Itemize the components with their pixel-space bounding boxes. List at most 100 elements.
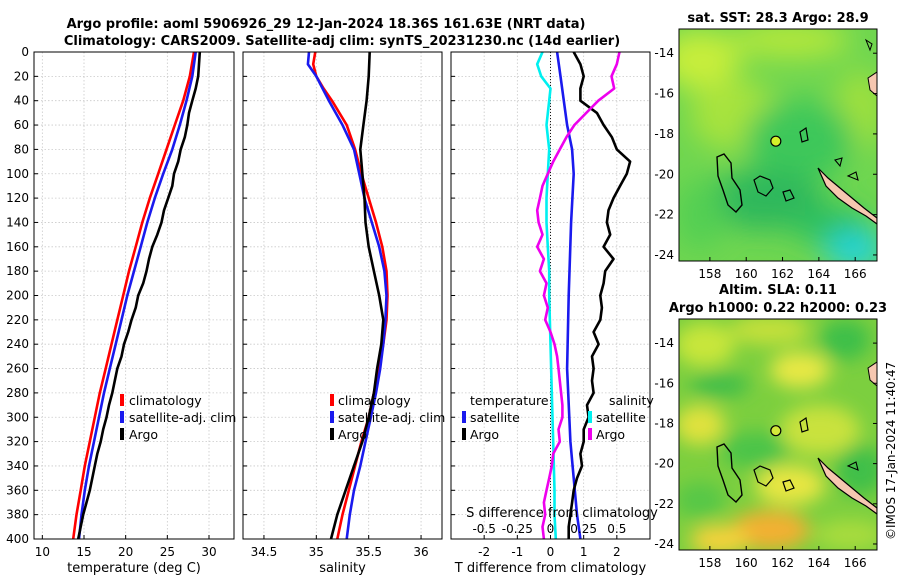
- map-x-tick-label: 166: [844, 267, 867, 281]
- legend-label-t-argo: Argo: [470, 427, 499, 442]
- y-tick-label: 240: [6, 337, 29, 351]
- map-y-tick-label: -16: [654, 87, 674, 101]
- x-tick-label: 10: [35, 545, 50, 559]
- plot-frame: [33, 51, 235, 540]
- x-tick-label: 34.5: [251, 545, 278, 559]
- s-difference-axis-label: S difference from climatology: [466, 506, 658, 521]
- x-tick-label: -2: [478, 545, 490, 559]
- coastline: [834, 157, 843, 168]
- legend-swatch-satellite: [330, 411, 334, 423]
- coastline: [782, 479, 795, 492]
- sla-map-frame: [678, 318, 878, 551]
- x-tick-label: 35: [309, 545, 324, 559]
- coastline: [799, 126, 809, 143]
- s-tick-label: -0.5: [472, 522, 495, 536]
- sst-color-blobs: [679, 29, 877, 261]
- map-y-tick-label: -22: [654, 208, 674, 222]
- x-tick-label: 35.5: [355, 545, 382, 559]
- figure-title-line1: Argo profile: aoml 5906926_29 12-Jan-202…: [67, 17, 586, 32]
- sst-map-frame: [678, 28, 878, 262]
- y-tick-label: 80: [14, 142, 29, 156]
- sla-map-axes: 158 160 162 164 166 -14 -16 -18 -20 -22 -24: [654, 336, 877, 570]
- argo-position-marker: [770, 135, 782, 147]
- salinity-legend: climatology satellite-adj. clim Argo: [330, 393, 445, 442]
- y-tick-label: 200: [6, 289, 29, 303]
- legend-label-satellite: satellite-adj. clim: [338, 410, 445, 425]
- coastline: [753, 175, 774, 197]
- y-tick-label: 220: [6, 313, 29, 327]
- sst-map-axes: 158 160 162 164 166 -14 -16 -18 -20 -22 -24: [654, 46, 877, 281]
- x-axis-label: T difference from climatology: [454, 561, 647, 576]
- map-y-tick-label: -22: [654, 497, 674, 511]
- difference-legend: temperature salinity satellite Argo sate…: [462, 393, 654, 442]
- sst-map-field: [679, 29, 877, 261]
- argo-position-marker: [770, 425, 782, 437]
- y-tick-label: 0: [21, 45, 29, 59]
- imos-credit: ©IMOS 17-Jan-2024 11:40:47: [884, 362, 898, 540]
- y-tick-label: 260: [6, 362, 29, 376]
- map-y-tick-label: -18: [654, 127, 674, 141]
- s-tick-label: 0: [547, 522, 555, 536]
- y-tick-label: 320: [6, 435, 29, 449]
- plot-frame: [450, 51, 651, 540]
- coastline: [846, 171, 859, 181]
- legend-swatch-argo: [120, 428, 124, 440]
- plot-frame: [242, 51, 443, 540]
- x-axis-label: temperature (deg C): [67, 561, 201, 576]
- coastline: [799, 416, 809, 433]
- x-tick-label: -1: [511, 545, 523, 559]
- y-tick-label: 340: [6, 459, 29, 473]
- coastline: [864, 38, 873, 52]
- legend-label-argo: Argo: [338, 427, 367, 442]
- y-tick-label: 160: [6, 240, 29, 254]
- y-tick-label: 40: [14, 94, 29, 108]
- map-y-tick-label: -14: [654, 46, 674, 60]
- y-tick-label: 360: [6, 483, 29, 497]
- y-tick-label: 300: [6, 410, 29, 424]
- legend-label-s-argo: Argo: [596, 427, 625, 442]
- coastline: [846, 461, 859, 471]
- new-caledonia-land: [817, 457, 877, 515]
- legend-swatch-t-argo: [462, 428, 466, 440]
- series-line-argo: [329, 51, 385, 540]
- map-x-tick-label: 162: [771, 267, 794, 281]
- y-tick-label: 100: [6, 167, 29, 181]
- legend-label-satellite: satellite-adj. clim: [129, 410, 236, 425]
- vanuatu-land: [867, 71, 877, 97]
- y-tick-label: 120: [6, 191, 29, 205]
- x-tick-label: 15: [76, 545, 91, 559]
- s-tick-label: 0.25: [570, 522, 597, 536]
- sla-color-blobs: [679, 319, 877, 550]
- plot-background: [34, 52, 234, 539]
- map-x-tick-label: 158: [698, 267, 721, 281]
- legend-label-t-satellite: satellite: [470, 410, 520, 425]
- sla-map-title-line1: Altim. SLA: 0.11: [719, 283, 837, 298]
- legend-swatch-climatology: [120, 394, 124, 406]
- map-y-tick-label: -14: [654, 336, 674, 350]
- series-line-s-argo: [535, 51, 621, 540]
- legend-label-climatology: climatology: [338, 393, 411, 408]
- series-line-t-satellite: [555, 51, 582, 540]
- s-difference-tick-labels: -0.5 -0.25 0 0.25 0.5: [472, 522, 626, 536]
- y-tick-label: 400: [6, 532, 29, 546]
- x-tick-label: 2: [613, 545, 621, 559]
- legend-label-climatology: climatology: [129, 393, 202, 408]
- temperature-legend: climatology satellite-adj. clim Argo: [120, 393, 236, 442]
- map-y-tick-label: -24: [654, 248, 674, 262]
- y-tick-label: 380: [6, 508, 29, 522]
- series-line-s-satellite: [535, 51, 558, 540]
- series-line-t-argo: [567, 51, 632, 539]
- coastline: [782, 189, 795, 202]
- coastline: [753, 465, 774, 487]
- map-x-tick-label: 164: [807, 267, 830, 281]
- sst-map-title: sat. SST: 28.3 Argo: 28.9: [687, 11, 868, 26]
- legend-swatch-climatology: [330, 394, 334, 406]
- map-y-tick-label: -20: [654, 167, 674, 181]
- legend-swatch-s-argo: [588, 428, 592, 440]
- map-y-tick-label: -18: [654, 416, 674, 430]
- legend-title-temperature: temperature: [470, 393, 549, 408]
- x-tick-label: 25: [160, 545, 175, 559]
- map-x-tick-label: 158: [698, 556, 721, 570]
- legend-swatch-argo: [330, 428, 334, 440]
- map-x-tick-label: 162: [771, 556, 794, 570]
